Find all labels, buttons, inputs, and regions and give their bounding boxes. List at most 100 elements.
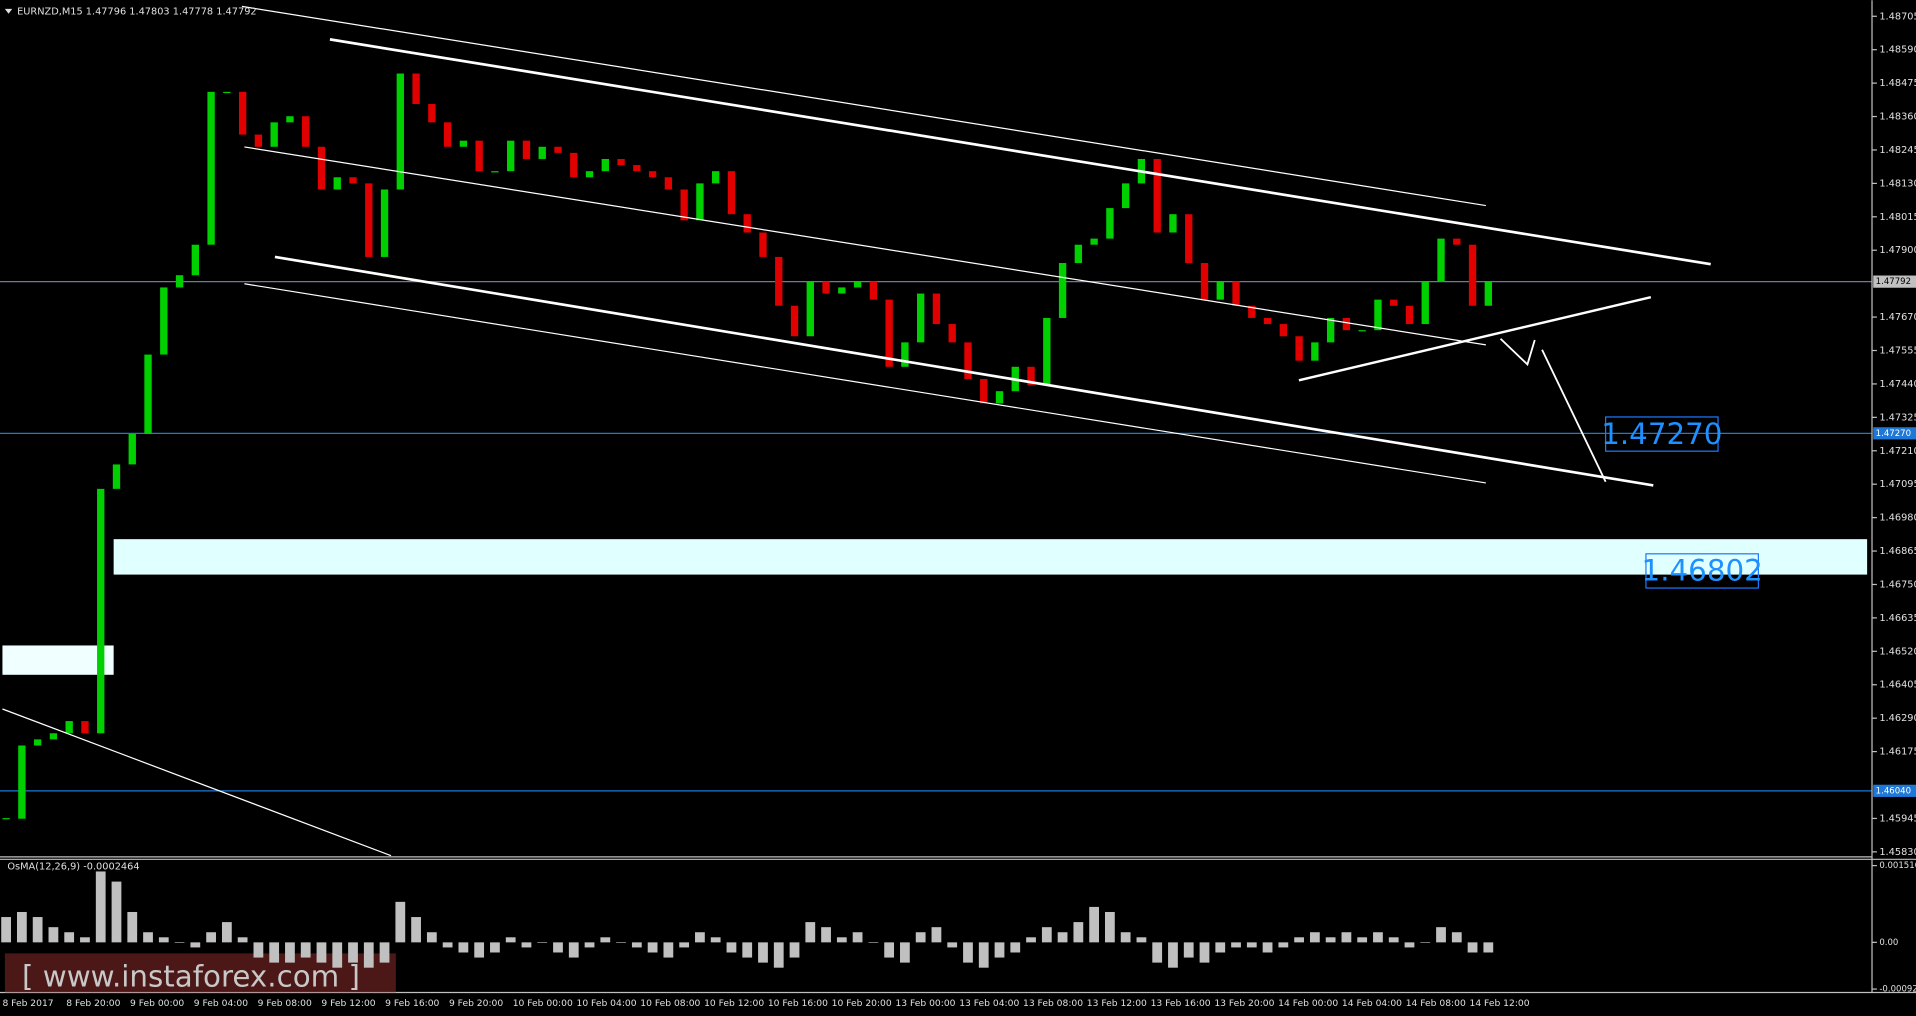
candle	[396, 73, 404, 190]
level-tag-label: 1.46040	[1876, 786, 1911, 796]
x-tick-label: 10 Feb 20:00	[832, 998, 892, 1009]
indicator-label: OsMA(12,26,9) -0.0002464	[7, 862, 139, 873]
y-tick-label: 1.47095	[1879, 479, 1916, 490]
histogram-bar	[237, 937, 248, 943]
histogram-bar	[1483, 942, 1494, 953]
y-tick-label: 1.46865	[1879, 546, 1916, 557]
histogram-bar	[726, 942, 737, 953]
histogram-bar	[1325, 937, 1336, 943]
x-tick-label: 14 Feb 08:00	[1406, 998, 1466, 1009]
histogram-bar	[174, 942, 185, 943]
candle	[1185, 214, 1193, 264]
histogram-bar	[1373, 932, 1383, 943]
histogram-bar	[616, 942, 626, 943]
y-tick-label: 1.48245	[1879, 145, 1916, 156]
y-tick-label: 1.46520	[1879, 646, 1916, 657]
candle	[1405, 305, 1414, 325]
candle	[412, 73, 420, 105]
histogram-bar	[1388, 937, 1399, 943]
histogram-bar	[1026, 937, 1036, 943]
candle	[1169, 214, 1177, 233]
candle	[286, 116, 294, 123]
histogram-bar	[821, 927, 831, 943]
candle	[112, 464, 121, 489]
y-tick-label: 1.47325	[1879, 412, 1916, 423]
candle	[33, 739, 42, 746]
candle	[932, 293, 941, 325]
y-tick-label: 1.48360	[1879, 112, 1916, 123]
candle	[1342, 317, 1351, 331]
histogram-bar	[931, 927, 942, 943]
candle	[1043, 317, 1051, 386]
x-tick-label: 10 Feb 08:00	[640, 998, 700, 1009]
candle	[238, 91, 247, 135]
candle	[144, 354, 152, 434]
histogram-bar	[884, 942, 895, 958]
x-tick-label: 9 Feb 04:00	[194, 998, 248, 1009]
histogram-bar	[1199, 942, 1210, 963]
histogram-bar	[900, 942, 910, 963]
candle	[317, 146, 326, 190]
candle	[1074, 244, 1083, 264]
trendline	[244, 283, 1486, 484]
histogram-bar	[1, 917, 11, 943]
y-tick-label: 1.45830	[1879, 847, 1916, 858]
histogram-bar	[221, 922, 232, 943]
level-tag-label: 1.47792	[1876, 277, 1911, 287]
trendline	[329, 38, 1711, 266]
y-tick-label: 0.00	[1879, 938, 1898, 948]
histogram-bar	[521, 942, 532, 948]
x-tick-label: 13 Feb 16:00	[1151, 998, 1211, 1009]
annotation: 1.46802	[1642, 554, 1763, 588]
histogram-bar	[1467, 942, 1478, 953]
histogram-bar	[1436, 927, 1446, 943]
candle	[49, 733, 58, 740]
histogram-bar	[190, 942, 201, 948]
histogram-bar	[789, 942, 800, 958]
candle	[1279, 324, 1288, 337]
candle	[901, 342, 909, 367]
candle	[1326, 317, 1335, 343]
candle	[790, 305, 799, 337]
histogram-bar	[584, 942, 595, 948]
y-tick-label: 1.46980	[1879, 513, 1916, 524]
candle	[1153, 158, 1161, 233]
histogram-bar	[1215, 942, 1226, 953]
candle	[633, 165, 641, 172]
histogram-bar	[1278, 942, 1289, 948]
histogram-bar	[1420, 942, 1431, 943]
candle	[443, 122, 452, 147]
histogram-bar	[1168, 942, 1178, 968]
histogram-bar	[1451, 932, 1462, 943]
histogram-bar	[1120, 932, 1131, 943]
histogram-bar	[426, 932, 437, 943]
histogram-bar	[127, 911, 138, 943]
histogram-bar	[1073, 922, 1084, 943]
histogram-bar	[710, 937, 721, 943]
candle	[1390, 299, 1398, 306]
y-tick-label: 1.48015	[1879, 212, 1916, 223]
x-tick-label: 8 Feb 2017	[2, 998, 53, 1009]
trendlines	[2, 5, 1711, 857]
x-tick-label: 14 Feb 04:00	[1342, 998, 1402, 1009]
candle	[507, 140, 515, 172]
y-tick-label: 0.001516	[1879, 861, 1916, 871]
histogram-bar	[474, 942, 485, 958]
candle	[223, 91, 231, 94]
x-tick-label: 10 Feb 00:00	[513, 998, 573, 1009]
histogram-bar	[48, 927, 59, 943]
candle	[570, 152, 578, 178]
level-tag	[1873, 784, 1916, 797]
y-tick-label: 1.47210	[1879, 446, 1916, 457]
histogram-bar	[206, 932, 216, 943]
histogram-bar	[143, 932, 153, 943]
y-tick-label: 1.46290	[1879, 713, 1916, 724]
x-tick-label: 10 Feb 04:00	[577, 998, 637, 1009]
histogram-bar	[773, 942, 784, 968]
candle	[1106, 208, 1114, 239]
candle	[712, 171, 720, 184]
candle	[1295, 336, 1303, 361]
histogram-bar	[16, 911, 27, 943]
candle	[885, 299, 893, 367]
x-tick-label: 9 Feb 00:00	[130, 998, 184, 1009]
